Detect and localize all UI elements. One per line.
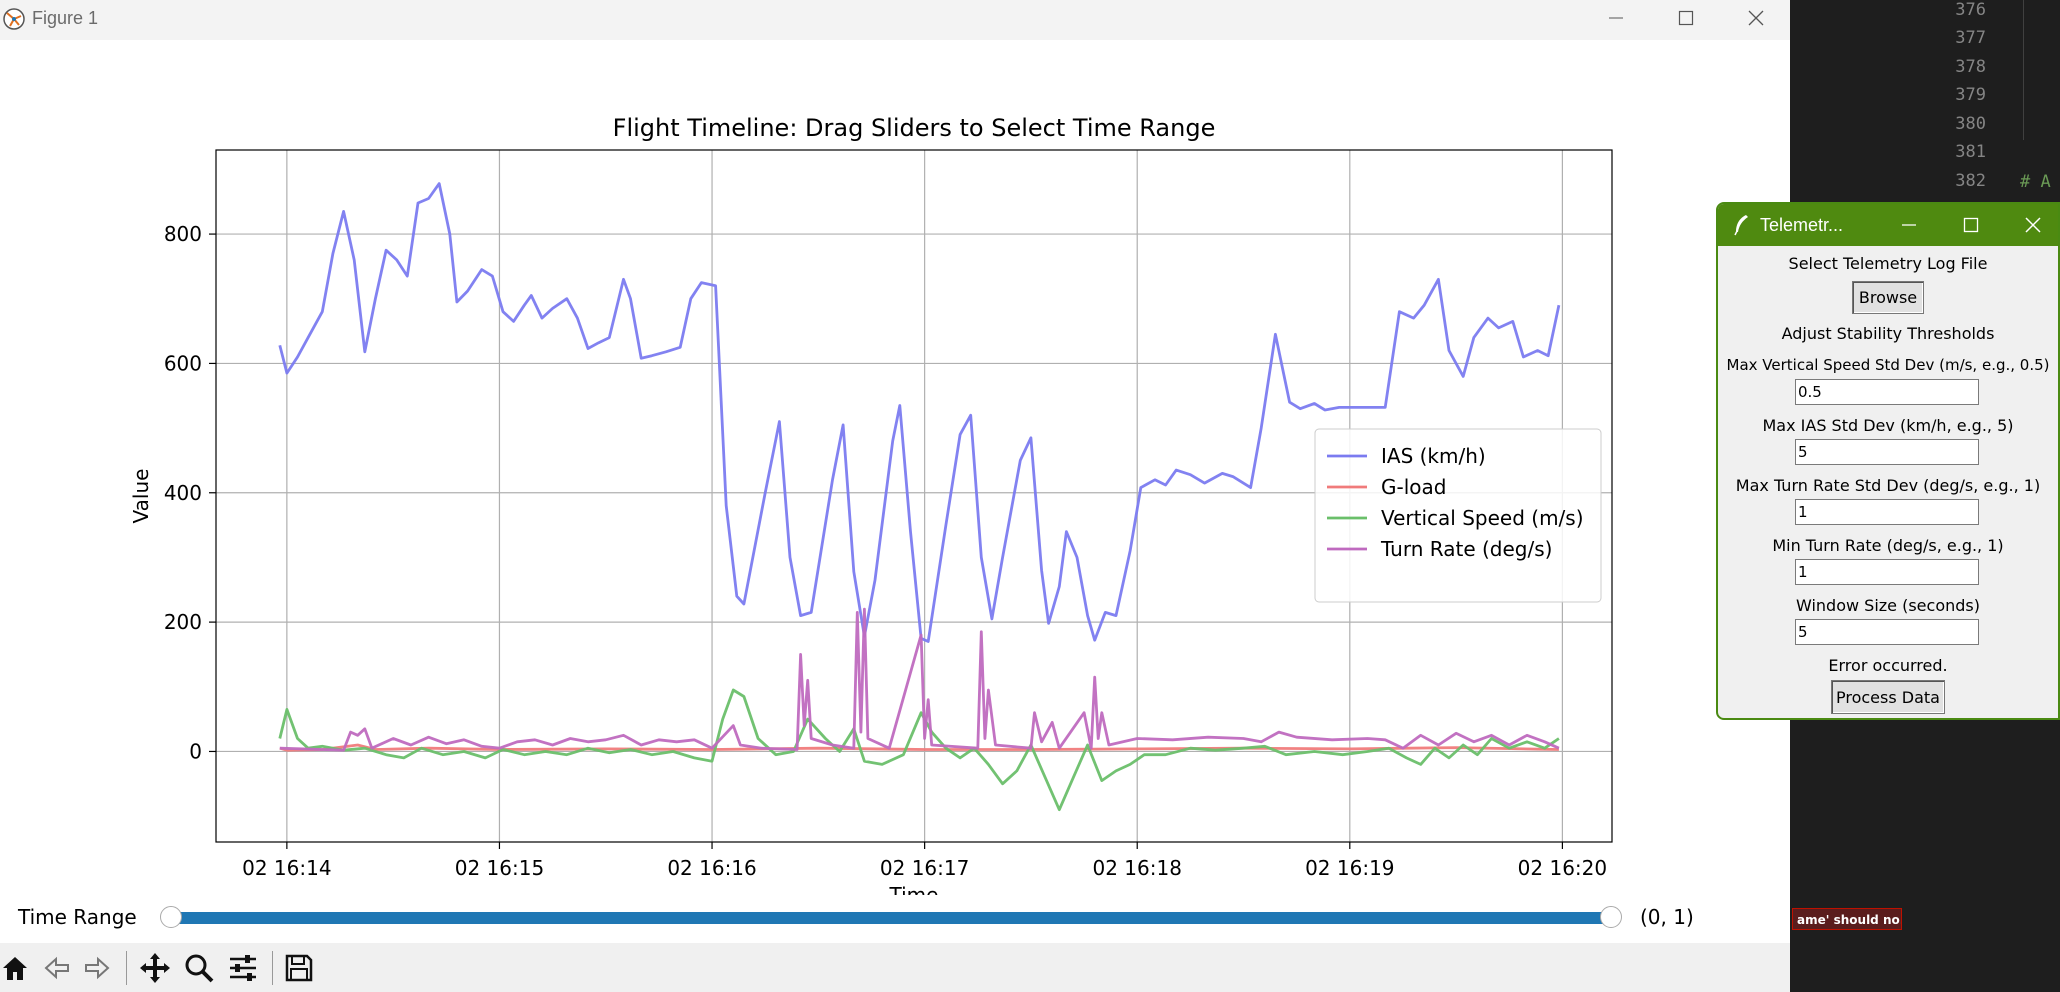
- y-tick-label: 600: [164, 351, 202, 375]
- zoom-icon: [185, 954, 214, 983]
- line-number: 377: [1955, 28, 1986, 48]
- x-tick-label: 02 16:15: [455, 856, 544, 880]
- line-number: 382: [1955, 171, 1986, 191]
- y-tick-label: 0: [189, 739, 202, 763]
- telemetry-maximize-button[interactable]: [1946, 204, 1996, 246]
- forward-button[interactable]: [78, 949, 116, 987]
- telemetry-titlebar: Telemetr...: [1718, 204, 2058, 246]
- legend-label: G-load: [1381, 475, 1446, 499]
- minimize-button[interactable]: [1586, 0, 1646, 36]
- plot-frame: [215, 149, 1613, 843]
- home-button[interactable]: [0, 949, 34, 987]
- save-icon: [285, 954, 313, 982]
- y-tick-label: 400: [164, 481, 202, 505]
- field-label: Max Turn Rate Std Dev (deg/s, e.g., 1): [1735, 476, 2041, 495]
- telemetry-close-button[interactable]: [2008, 204, 2058, 246]
- process-data-button[interactable]: Process Data: [1831, 680, 1945, 714]
- x-tick-label: 02 16:20: [1518, 856, 1607, 880]
- min-turn-rate-input[interactable]: 1: [1795, 559, 1979, 585]
- line-number: 380: [1955, 114, 1986, 134]
- legend-label: Vertical Speed (m/s): [1381, 506, 1584, 530]
- editor-indent-guide: [2023, 0, 2024, 140]
- forward-icon: [85, 956, 110, 980]
- select-file-label: Select Telemetry Log File: [1788, 254, 1988, 273]
- timeline-chart[interactable]: 0 200 400 600 800 02 16:14 02 16:15 02 16:16 02 …: [0, 40, 1790, 895]
- slider-track[interactable]: [170, 912, 1612, 924]
- line-number: 379: [1955, 85, 1986, 105]
- legend-label: Turn Rate (deg/s): [1380, 537, 1552, 561]
- configure-subplots-icon: [230, 955, 256, 981]
- series-line: [278, 182, 1561, 643]
- figure-window: Figure 1 0 200 400 600 800 02 16:14 02 16:15 02…: [0, 0, 1790, 992]
- telemetry-window: Telemetr... Select Telemetry Log File Br…: [1716, 202, 2060, 720]
- editor-comment-text: # A: [2020, 172, 2051, 192]
- line-number: 376: [1955, 0, 1986, 20]
- field-label: Min Turn Rate (deg/s, e.g., 1): [1772, 536, 2004, 555]
- close-icon: [2025, 217, 2041, 233]
- x-tick-label: 02 16:14: [242, 856, 331, 880]
- slider-max-handle[interactable]: [1600, 906, 1622, 928]
- back-button[interactable]: [38, 949, 76, 987]
- max-ias-std-input[interactable]: 5: [1795, 439, 1979, 465]
- maximize-button[interactable]: [1656, 0, 1716, 36]
- slider-value: (0, 1): [1640, 905, 1694, 929]
- home-icon: [3, 957, 27, 980]
- time-range-slider: Time Range (0, 1): [0, 895, 1790, 943]
- line-number: 381: [1955, 142, 1986, 162]
- x-axis-label: Time: [889, 883, 939, 895]
- configure-subplots-button[interactable]: [224, 949, 262, 987]
- legend-box: [1314, 428, 1602, 603]
- y-tick-label: 200: [164, 610, 202, 634]
- x-tick-label: 02 16:19: [1305, 856, 1394, 880]
- minimize-icon: [1902, 224, 1916, 226]
- chart-title: Flight Timeline: Drag Sliders to Select …: [613, 114, 1216, 142]
- y-tick-label: 800: [164, 222, 202, 246]
- x-tick-label: 02 16:18: [1092, 856, 1181, 880]
- x-tick-label: 02 16:17: [880, 856, 969, 880]
- minimize-icon: [1609, 17, 1623, 19]
- field-label: Max Vertical Speed Std Dev (m/s, e.g., 0…: [1726, 356, 2050, 374]
- maximize-icon: [1678, 10, 1694, 26]
- editor-error-tooltip: ame' should no...: [1792, 908, 1902, 930]
- feather-icon: [1734, 215, 1748, 236]
- toolbar-separator: [126, 951, 127, 985]
- pan-button[interactable]: [136, 949, 174, 987]
- slider-label: Time Range: [18, 905, 137, 929]
- line-number: 378: [1955, 57, 1986, 77]
- telemetry-minimize-button[interactable]: [1884, 204, 1934, 246]
- field-label: Max IAS Std Dev (km/h, e.g., 5): [1762, 416, 2014, 435]
- maximize-icon: [1963, 217, 1979, 233]
- telemetry-title: Telemetr...: [1760, 215, 1844, 235]
- series-line: [278, 688, 1560, 812]
- x-tick-label: 02 16:16: [667, 856, 756, 880]
- max-vertical-speed-std-input[interactable]: 0.5: [1795, 379, 1979, 405]
- field-label: Window Size (seconds): [1796, 596, 1980, 615]
- max-turn-rate-std-input[interactable]: 1: [1795, 499, 1979, 525]
- window-size-input[interactable]: 5: [1795, 619, 1979, 645]
- toolbar-separator: [272, 951, 273, 985]
- legend-label: IAS (km/h): [1381, 444, 1486, 468]
- thresholds-label: Adjust Stability Thresholds: [1781, 324, 1995, 343]
- y-axis-label: Value: [129, 469, 153, 524]
- save-button[interactable]: [280, 949, 318, 987]
- series-line: [279, 607, 1560, 752]
- zoom-button[interactable]: [180, 949, 218, 987]
- browse-button[interactable]: Browse: [1852, 281, 1924, 314]
- close-button[interactable]: [1726, 0, 1786, 36]
- status-text: Error occurred.: [1828, 656, 1948, 675]
- close-icon: [1748, 10, 1764, 26]
- slider-min-handle[interactable]: [160, 906, 182, 928]
- figure-title: Figure 1: [32, 8, 99, 28]
- back-icon: [44, 956, 69, 980]
- figure-titlebar: Figure 1: [0, 0, 1790, 41]
- pan-icon: [140, 953, 170, 983]
- navigation-toolbar: [0, 943, 1790, 992]
- matplotlib-app-icon: [3, 8, 25, 30]
